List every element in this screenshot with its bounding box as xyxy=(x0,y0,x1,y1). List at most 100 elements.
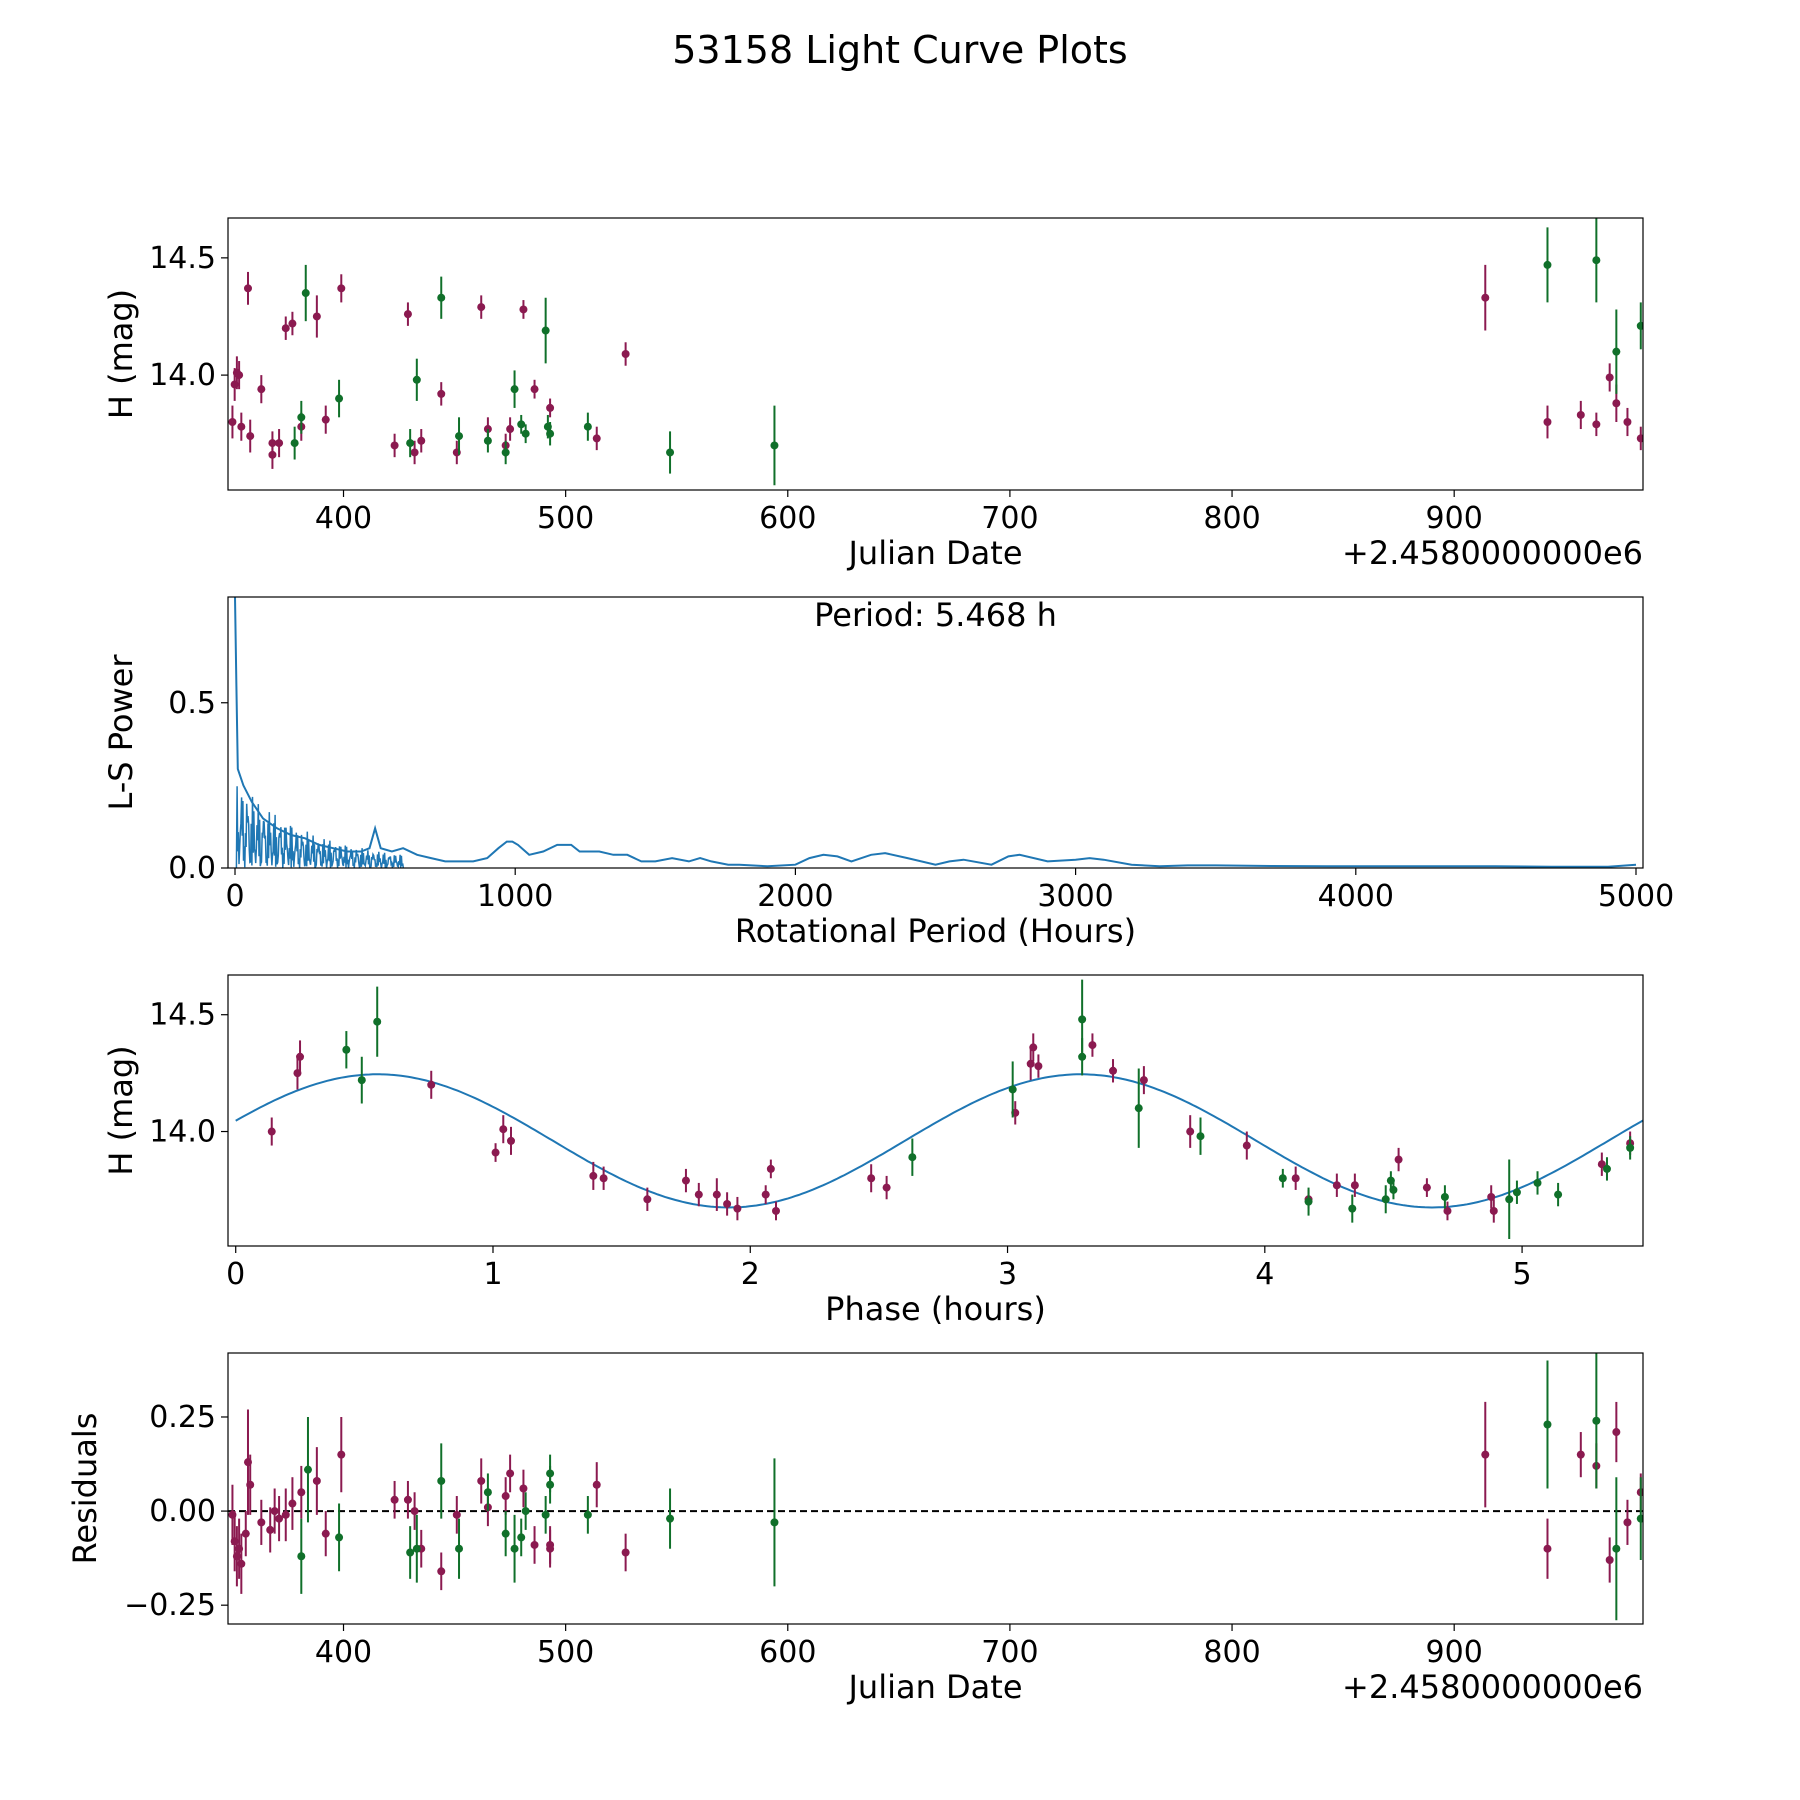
filter_b-data-point xyxy=(1008,1061,1017,1118)
y-axis-label: L-S Power xyxy=(102,654,140,811)
filter_b-data-point xyxy=(1134,1068,1143,1148)
data-marker xyxy=(766,1164,775,1173)
data-marker xyxy=(546,1544,555,1553)
data-marker xyxy=(770,441,779,450)
data-marker xyxy=(288,319,297,328)
data-marker xyxy=(290,439,299,448)
filter_a-data-point xyxy=(501,1477,510,1515)
filter_a-data-point xyxy=(694,1182,703,1207)
filter_b-data-point xyxy=(1389,1180,1398,1200)
data-marker xyxy=(1533,1178,1542,1187)
filter_b-data-point xyxy=(406,429,415,458)
light-curve-panel: 400 500 600 700 800 900 14.0 14.5 Julian Date H (… xyxy=(102,217,1644,572)
data-marker xyxy=(1626,1143,1635,1152)
filter_a-data-point xyxy=(519,300,528,319)
data-marker xyxy=(1034,1062,1043,1071)
data-marker xyxy=(1078,1015,1087,1024)
filter_b-data-point xyxy=(501,1511,510,1557)
filter_a-data-point xyxy=(733,1196,742,1221)
data-marker xyxy=(771,1206,780,1215)
filter_a-data-point xyxy=(506,417,515,441)
periodogram-line xyxy=(234,597,1637,868)
filter_a-data-point xyxy=(1543,1518,1552,1579)
data-marker xyxy=(1242,1141,1251,1150)
data-marker xyxy=(1304,1197,1313,1206)
filter_a-data-point xyxy=(241,1511,250,1557)
filter_a-data-point xyxy=(297,1465,306,1519)
data-marker xyxy=(268,439,277,448)
filter_a-data-point xyxy=(1443,1201,1452,1221)
data-marker xyxy=(599,1174,608,1183)
filter_a-data-point xyxy=(1576,400,1585,430)
filter_b-data-point xyxy=(1348,1194,1357,1223)
x-tick-label: 2000 xyxy=(757,879,833,914)
data-marker xyxy=(1026,1059,1035,1068)
filter_a-data-point xyxy=(403,302,412,326)
filter_a-data-point xyxy=(312,295,321,338)
filter_b-data-point xyxy=(521,424,530,444)
filter_b-data-point xyxy=(583,1496,592,1534)
data-marker xyxy=(1481,1450,1490,1459)
data-marker xyxy=(521,429,530,438)
filter_a-data-point xyxy=(499,1115,508,1144)
y-tick-label: 14.5 xyxy=(149,241,216,276)
data-marker xyxy=(270,1507,279,1516)
filter_b-data-point xyxy=(517,1518,526,1557)
data-marker xyxy=(1348,1204,1357,1213)
data-marker xyxy=(243,284,252,293)
x-tick-label: 400 xyxy=(315,501,372,536)
data-marker xyxy=(510,1544,519,1553)
filter_b-data-point xyxy=(1512,1180,1521,1204)
filter_a-data-point xyxy=(1623,1499,1632,1545)
x-tick-label: 500 xyxy=(537,501,594,536)
data-marker xyxy=(1636,321,1643,330)
filter_a-data-point xyxy=(1422,1178,1431,1197)
filter_a-data-point xyxy=(1636,426,1643,451)
filter_a-data-point xyxy=(237,412,246,441)
data-marker xyxy=(403,1495,412,1504)
data-marker xyxy=(1332,1181,1341,1190)
data-marker xyxy=(455,432,464,441)
data-marker xyxy=(297,1488,306,1497)
x-tick-label: 500 xyxy=(537,1635,594,1670)
y-tick-label: 14.0 xyxy=(149,1115,216,1150)
data-marker xyxy=(501,1492,510,1501)
data-marker xyxy=(1605,373,1614,382)
data-marker xyxy=(241,1529,250,1538)
y-axis-label: H (mag) xyxy=(102,289,140,419)
data-marker xyxy=(1636,434,1643,443)
filter_b-data-point xyxy=(1196,1117,1205,1155)
data-marker xyxy=(1543,1420,1552,1429)
filter_b-data-point xyxy=(541,1496,550,1534)
filter_a-data-point xyxy=(491,1143,500,1162)
data-marker xyxy=(1394,1155,1403,1164)
filter_b-data-point xyxy=(1592,218,1601,303)
data-marker xyxy=(1543,1544,1552,1553)
filter_b-data-point xyxy=(303,1416,312,1523)
filter_b-data-point xyxy=(1505,1159,1514,1239)
y-axis-label: Residuals xyxy=(66,1413,104,1565)
x-axis-label: Julian Date xyxy=(846,534,1022,572)
data-marker xyxy=(1440,1192,1449,1201)
filter_a-data-point xyxy=(1481,264,1490,331)
filter_a-data-point xyxy=(257,1499,266,1545)
filter_a-data-point xyxy=(1605,1537,1614,1583)
filter_b-data-point xyxy=(1612,1477,1621,1621)
filter_a-data-point xyxy=(1394,1147,1403,1172)
data-marker xyxy=(546,429,555,438)
data-marker xyxy=(1186,1127,1195,1136)
data-marker xyxy=(621,1548,630,1557)
x-tick-label: 0 xyxy=(226,1257,245,1292)
y-tick-label: 14.5 xyxy=(149,998,216,1033)
x-tick-label: 800 xyxy=(1203,1635,1260,1670)
filter_a-data-point xyxy=(452,1496,461,1534)
filter_a-data-point xyxy=(281,1488,290,1542)
data-marker xyxy=(507,1136,515,1145)
filter_a-data-point xyxy=(519,1469,528,1508)
data-marker xyxy=(1350,1181,1359,1190)
filter_a-data-point xyxy=(477,1458,486,1504)
plot-area xyxy=(228,218,1643,486)
filter_a-data-point xyxy=(681,1168,690,1193)
periodogram-panel: 0 1000 2000 3000 4000 5000 0.0 0.5 Rotational Pe… xyxy=(102,596,1674,950)
data-marker xyxy=(530,1540,539,1549)
